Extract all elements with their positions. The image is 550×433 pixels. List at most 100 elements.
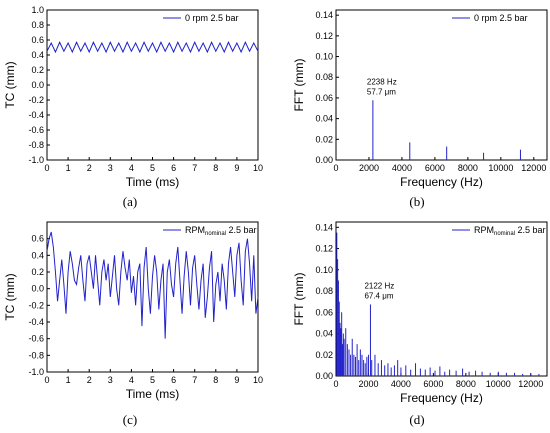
legend-tail: 2.5 bar xyxy=(515,225,546,235)
panel-caption: (b) xyxy=(409,194,424,209)
x-tick-label: 8 xyxy=(213,163,218,173)
y-tick-label: -0.2 xyxy=(28,300,44,310)
y-tick-label: 0.14 xyxy=(315,222,333,232)
legend-label: 0 rpm 2.5 bar xyxy=(185,13,239,23)
x-tick-label: 1 xyxy=(66,163,71,173)
x-tick-label: 7 xyxy=(192,375,197,385)
legend-subscript: nominal xyxy=(494,231,515,237)
legend-label: RPMnominal 2.5 bar xyxy=(474,225,546,237)
legend-label: 0 rpm 2.5 bar xyxy=(474,13,528,23)
y-tick-label: 0.08 xyxy=(315,286,333,296)
y-tick-label: 0.12 xyxy=(315,244,333,254)
y-tick-label: 0.4 xyxy=(31,50,44,60)
peak-frequency-label: 2122 Hz xyxy=(364,281,394,290)
series-line xyxy=(46,231,259,339)
y-tick-label: -0.4 xyxy=(28,110,44,120)
y-tick-label: 0.02 xyxy=(315,134,333,144)
x-tick-label: 4 xyxy=(129,375,134,385)
x-tick-label: 10 xyxy=(253,375,263,385)
y-tick-label: 0.6 xyxy=(31,234,44,244)
y-tick-label: -1.0 xyxy=(28,367,44,377)
y-tick-label: 0.2 xyxy=(31,65,44,75)
x-tick-label: 9 xyxy=(234,375,239,385)
y-tick-label: 0.00 xyxy=(315,155,333,165)
series-line xyxy=(46,41,259,54)
y-tick-label: 0.10 xyxy=(315,265,333,275)
chart-panel-d: RPMnominal 2.5 bar xyxy=(335,221,548,377)
y-axis-label: TC (mm) xyxy=(3,273,17,320)
peak-amplitude-label: 67.4 μm xyxy=(364,291,393,300)
y-axis-label: FFT (mm) xyxy=(292,272,306,325)
panel-caption: (a) xyxy=(123,194,137,209)
y-tick-label: -0.8 xyxy=(28,350,44,360)
y-tick-label: 0.14 xyxy=(315,10,333,20)
x-axis-label: Time (ms) xyxy=(126,387,180,401)
legend-tail: 2.5 bar xyxy=(226,225,257,235)
x-tick-label: 10000 xyxy=(486,379,511,389)
panel-caption: (c) xyxy=(123,412,137,427)
x-tick-label: 3 xyxy=(108,375,113,385)
y-axis-label: TC (mm) xyxy=(3,61,17,108)
x-tick-label: 4 xyxy=(129,163,134,173)
y-tick-label: -1.0 xyxy=(28,155,44,165)
x-tick-label: 2000 xyxy=(359,163,379,173)
y-tick-label: -0.4 xyxy=(28,317,44,327)
x-tick-label: 6000 xyxy=(423,379,443,389)
chart-panel-a xyxy=(46,9,259,161)
y-tick-label: 0.0 xyxy=(31,284,44,294)
y-tick-label: 0.02 xyxy=(315,350,333,360)
y-tick-label: 1.0 xyxy=(31,5,44,15)
x-tick-label: 0 xyxy=(333,379,338,389)
x-tick-label: 8000 xyxy=(456,379,476,389)
x-tick-label: 12000 xyxy=(518,379,543,389)
y-tick-label: 0.04 xyxy=(315,329,333,339)
y-tick-label: 0.10 xyxy=(315,52,333,62)
x-tick-label: 6 xyxy=(171,163,176,173)
x-tick-label: 0 xyxy=(44,375,49,385)
plot-frame xyxy=(335,9,548,161)
x-tick-label: 10 xyxy=(253,163,263,173)
legend-label: RPMnominal 2.5 bar xyxy=(185,225,257,237)
x-tick-label: 1 xyxy=(66,375,71,385)
y-tick-label: -0.2 xyxy=(28,95,44,105)
y-tick-label: 0.4 xyxy=(31,250,44,260)
x-tick-label: 7 xyxy=(192,163,197,173)
x-tick-label: 6 xyxy=(171,375,176,385)
x-tick-label: 12000 xyxy=(521,163,546,173)
peak-frequency-label: 2238 Hz xyxy=(367,77,397,86)
x-tick-label: 2 xyxy=(87,375,92,385)
panel-caption: (d) xyxy=(409,412,424,427)
x-tick-label: 9 xyxy=(234,163,239,173)
y-tick-label: 0.0 xyxy=(31,80,44,90)
y-tick-label: -0.6 xyxy=(28,334,44,344)
plot-frame xyxy=(46,9,259,161)
x-tick-label: 8 xyxy=(213,375,218,385)
x-tick-label: 10000 xyxy=(488,163,513,173)
y-tick-label: -0.8 xyxy=(28,140,44,150)
x-tick-label: 3 xyxy=(108,163,113,173)
y-tick-label: 0.2 xyxy=(31,267,44,277)
y-tick-label: 0.8 xyxy=(31,20,44,30)
x-axis-label: Frequency (Hz) xyxy=(400,175,483,189)
y-tick-label: -0.6 xyxy=(28,125,44,135)
x-tick-label: 2000 xyxy=(358,379,378,389)
x-tick-label: 5 xyxy=(150,163,155,173)
y-tick-label: 0.08 xyxy=(315,72,333,82)
y-tick-label: 0.6 xyxy=(31,35,44,45)
y-tick-label: 0.04 xyxy=(315,114,333,124)
x-tick-label: 8000 xyxy=(458,163,478,173)
plot-frame xyxy=(335,221,548,377)
x-tick-label: 5 xyxy=(150,375,155,385)
y-axis-label: FFT (mm) xyxy=(292,58,306,111)
y-tick-label: 0.12 xyxy=(315,31,333,41)
x-tick-label: 2 xyxy=(87,163,92,173)
y-tick-label: 0.06 xyxy=(315,307,333,317)
y-tick-label: 0.00 xyxy=(315,371,333,381)
chart-panel-b xyxy=(335,9,548,161)
x-tick-label: 4000 xyxy=(391,379,411,389)
peak-amplitude-label: 57.7 μm xyxy=(367,87,396,96)
legend-main: RPM xyxy=(474,225,494,235)
legend-main: RPM xyxy=(185,225,205,235)
x-tick-label: 6000 xyxy=(425,163,445,173)
